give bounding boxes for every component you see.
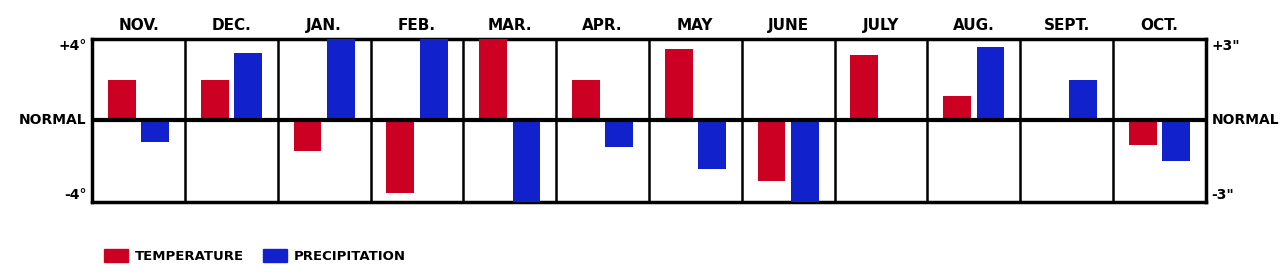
Text: NORMAL: NORMAL xyxy=(19,113,87,127)
Bar xyxy=(108,80,136,120)
Bar xyxy=(758,120,786,181)
Text: -4°: -4° xyxy=(64,188,87,202)
Bar xyxy=(1129,120,1157,145)
Text: -3": -3" xyxy=(1211,188,1234,202)
Bar xyxy=(791,120,819,215)
Bar xyxy=(512,120,540,202)
Text: +4°: +4° xyxy=(58,39,87,53)
Bar xyxy=(850,55,878,120)
Text: MAR.: MAR. xyxy=(488,18,532,33)
Text: JAN.: JAN. xyxy=(306,18,342,33)
Text: FEB.: FEB. xyxy=(398,18,436,33)
Text: NOV.: NOV. xyxy=(118,18,159,33)
Bar xyxy=(605,120,634,148)
Bar xyxy=(201,80,229,120)
Legend: TEMPERATURE, PRECIPITATION: TEMPERATURE, PRECIPITATION xyxy=(99,244,411,268)
Text: JUNE: JUNE xyxy=(768,18,809,33)
Bar xyxy=(1162,120,1190,161)
Bar xyxy=(664,49,692,120)
Bar xyxy=(293,120,321,151)
Bar xyxy=(977,47,1005,120)
Bar xyxy=(234,53,262,120)
Text: MAY: MAY xyxy=(677,18,714,33)
Text: +3": +3" xyxy=(1211,39,1240,53)
Text: SEPT.: SEPT. xyxy=(1043,18,1089,33)
Text: DEC.: DEC. xyxy=(211,18,251,33)
Text: JULY: JULY xyxy=(863,18,899,33)
Text: APR.: APR. xyxy=(582,18,623,33)
Bar xyxy=(479,39,507,120)
Bar xyxy=(572,80,600,120)
Bar xyxy=(141,120,169,142)
Text: NORMAL: NORMAL xyxy=(1211,113,1279,127)
Bar xyxy=(387,120,415,193)
Bar xyxy=(1069,80,1097,120)
Bar xyxy=(943,96,972,120)
Bar xyxy=(326,39,355,120)
Bar xyxy=(698,120,726,169)
Text: AUG.: AUG. xyxy=(952,18,995,33)
Bar xyxy=(420,39,448,120)
Text: OCT.: OCT. xyxy=(1140,18,1179,33)
